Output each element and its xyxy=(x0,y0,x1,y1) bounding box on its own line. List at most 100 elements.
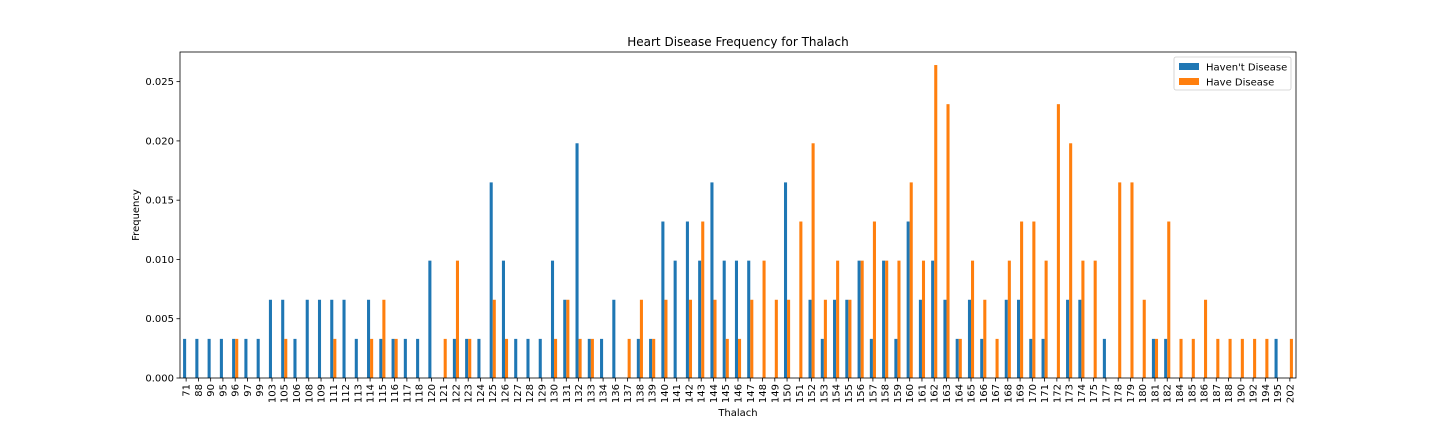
plot-area xyxy=(179,51,1297,379)
bar-havent-disease-105 xyxy=(281,299,285,378)
bar-have-disease-173 xyxy=(1069,143,1073,378)
bar-havent-disease-71 xyxy=(183,338,187,378)
bar-have-disease-138 xyxy=(639,299,643,378)
bar-havent-disease-147 xyxy=(747,260,751,378)
x-tick-label: 134 xyxy=(599,384,610,403)
bar-have-disease-137 xyxy=(627,338,631,378)
bar-have-disease-187 xyxy=(1216,338,1220,378)
bar-havent-disease-136 xyxy=(612,299,616,378)
y-tick-label: 0.020 xyxy=(145,136,174,147)
x-tick-label: 112 xyxy=(341,384,352,403)
bar-have-disease-170 xyxy=(1032,221,1036,378)
bar-havent-disease-159 xyxy=(894,338,898,378)
x-tick-label: 117 xyxy=(402,384,413,403)
x-tick-label: 139 xyxy=(648,384,659,403)
x-tick-label: 71 xyxy=(182,384,193,397)
bar-have-disease-186 xyxy=(1204,299,1208,378)
bar-havent-disease-166 xyxy=(980,338,984,378)
x-tick-label: 164 xyxy=(954,384,965,403)
bar-havent-disease-155 xyxy=(845,299,849,378)
bar-have-disease-133 xyxy=(590,338,594,378)
x-tick-label: 137 xyxy=(623,384,634,403)
x-tick-label: 160 xyxy=(905,384,916,403)
x-tick-label: 173 xyxy=(1065,384,1076,403)
bar-have-disease-146 xyxy=(738,338,742,378)
x-tick-label: 166 xyxy=(979,384,990,403)
bar-havent-disease-141 xyxy=(673,260,677,378)
x-tick-label: 131 xyxy=(562,384,573,403)
x-tick-label: 165 xyxy=(967,384,978,403)
bar-have-disease-150 xyxy=(787,299,791,378)
bar-have-disease-159 xyxy=(897,260,901,378)
x-tick-label: 156 xyxy=(856,384,867,403)
bar-havent-disease-127 xyxy=(514,338,518,378)
x-tick-label: 120 xyxy=(427,384,438,403)
bar-have-disease-165 xyxy=(971,260,975,378)
bar-have-disease-184 xyxy=(1179,338,1183,378)
x-tick-label: 172 xyxy=(1052,384,1063,403)
bar-havent-disease-112 xyxy=(342,299,346,378)
bar-havent-disease-181 xyxy=(1151,338,1155,378)
x-tick-label: 202 xyxy=(1285,384,1296,403)
x-tick-label: 96 xyxy=(231,384,242,397)
bar-havent-disease-128 xyxy=(526,338,530,378)
bar-havent-disease-140 xyxy=(661,221,665,378)
x-tick-label: 114 xyxy=(366,384,377,403)
bar-have-disease-123 xyxy=(468,338,472,378)
bar-havent-disease-117 xyxy=(403,338,407,378)
bar-havent-disease-126 xyxy=(501,260,505,378)
bar-have-disease-125 xyxy=(492,299,496,378)
x-tick-label: 181 xyxy=(1150,384,1161,403)
x-tick-label: 175 xyxy=(1089,384,1100,403)
bar-have-disease-140 xyxy=(664,299,668,378)
bar-have-disease-122 xyxy=(455,260,459,378)
bar-havent-disease-109 xyxy=(317,299,322,378)
x-tick-label: 179 xyxy=(1126,384,1137,403)
x-tick-label: 129 xyxy=(537,384,548,403)
bar-havent-disease-195 xyxy=(1274,338,1278,378)
bar-havent-disease-182 xyxy=(1164,338,1168,378)
bar-havent-disease-133 xyxy=(587,338,591,378)
bar-havent-disease-115 xyxy=(379,338,383,378)
x-tick-label: 190 xyxy=(1236,384,1247,403)
bar-have-disease-162 xyxy=(934,65,938,378)
x-tick-label: 146 xyxy=(734,384,745,403)
bar-havent-disease-125 xyxy=(489,182,493,378)
bar-have-disease-188 xyxy=(1228,338,1232,378)
bar-have-disease-192 xyxy=(1253,338,1257,378)
bar-havent-disease-130 xyxy=(550,260,555,378)
x-tick-label: 124 xyxy=(476,384,487,403)
legend: Haven't Disease Have Disease xyxy=(1173,56,1292,91)
bar-have-disease-115 xyxy=(382,299,386,378)
bar-have-disease-167 xyxy=(995,338,999,378)
legend-label-havent-disease: Haven't Disease xyxy=(1206,63,1287,74)
bar-have-disease-105 xyxy=(284,338,288,378)
x-tick-label: 140 xyxy=(660,384,671,403)
bar-havent-disease-165 xyxy=(967,299,972,378)
bar-have-disease-145 xyxy=(725,338,729,378)
y-axis: 0.000 0.005 0.010 0.015 0.020 0.025 xyxy=(145,77,180,385)
bar-have-disease-131 xyxy=(566,299,570,378)
bar-havent-disease-138 xyxy=(636,338,640,378)
legend-swatch-havent-disease xyxy=(1179,63,1199,70)
bar-havent-disease-90 xyxy=(207,338,211,378)
bar-have-disease-175 xyxy=(1093,260,1097,378)
bar-have-disease-132 xyxy=(578,338,582,378)
y-axis-label: Frequency xyxy=(131,189,142,241)
bar-havent-disease-169 xyxy=(1017,299,1021,378)
x-tick-label: 105 xyxy=(280,384,291,403)
x-tick-label: 192 xyxy=(1249,384,1260,403)
x-tick-label: 106 xyxy=(292,384,303,403)
x-tick-label: 125 xyxy=(488,384,499,403)
chart-title: Heart Disease Frequency for Thalach xyxy=(627,35,849,49)
legend-swatch-have-disease xyxy=(1179,78,1199,85)
bar-havent-disease-154 xyxy=(833,299,837,378)
bar-have-disease-139 xyxy=(652,338,656,378)
x-tick-label: 132 xyxy=(574,384,585,403)
x-tick-label: 143 xyxy=(697,384,708,403)
bar-have-disease-151 xyxy=(799,221,803,378)
bar-have-disease-182 xyxy=(1167,221,1171,378)
x-tick-label: 118 xyxy=(415,384,426,403)
bar-have-disease-181 xyxy=(1154,338,1159,378)
